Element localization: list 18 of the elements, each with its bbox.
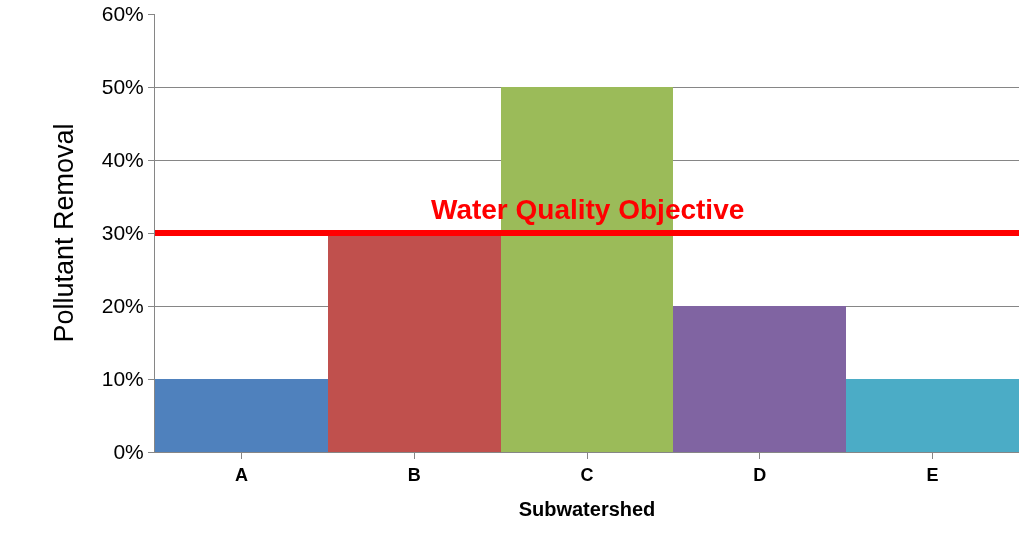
bar <box>155 379 328 452</box>
x-tick-label: D <box>753 464 767 485</box>
x-tick-label: E <box>926 464 939 485</box>
bar <box>673 306 847 452</box>
x-tick-label: B <box>407 464 421 485</box>
y-tick-label: 20% <box>101 294 144 318</box>
y-tick-label: 40% <box>101 148 144 172</box>
bar <box>846 379 1019 452</box>
y-axis-title: Pollutant Removal <box>48 123 79 343</box>
x-axis-title: Subwatershed <box>518 498 656 521</box>
x-tick-label: C <box>580 464 594 485</box>
bar <box>327 233 501 452</box>
y-tick-label: 50% <box>101 75 144 99</box>
y-tick-label: 10% <box>101 367 144 391</box>
y-tick-label: 0% <box>113 440 144 464</box>
x-tick-label: A <box>234 464 248 485</box>
y-tick-label: 30% <box>101 221 144 245</box>
y-tick-label: 60% <box>101 2 144 26</box>
